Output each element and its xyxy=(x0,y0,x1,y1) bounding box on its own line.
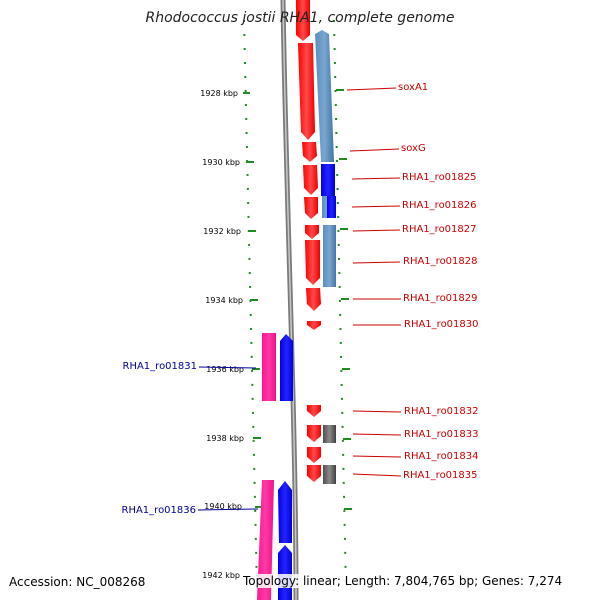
tick-label: 1936 kbp xyxy=(206,365,244,374)
leader-line xyxy=(352,473,402,477)
feature-label-ro01835[interactable]: RHA1_ro01835 xyxy=(403,470,478,481)
cds-feature[interactable] xyxy=(296,30,310,41)
feature-label-ro01833[interactable]: RHA1_ro01833 xyxy=(404,429,479,440)
tick-label: 1940 kbp xyxy=(204,502,242,511)
leader-line xyxy=(349,148,400,152)
grid-line-left xyxy=(243,19,258,591)
tick-marks xyxy=(243,89,352,577)
leader-line xyxy=(352,261,401,264)
cds-feature[interactable] xyxy=(302,142,317,162)
leader-line xyxy=(346,87,397,91)
cds-feature[interactable] xyxy=(307,425,321,442)
cds-feature[interactable] xyxy=(296,0,310,30)
cds-feature[interactable] xyxy=(307,405,321,417)
cds-track-minus xyxy=(257,333,293,600)
cds-feature[interactable] xyxy=(305,225,319,239)
cds-feature[interactable] xyxy=(304,197,318,219)
leader-line xyxy=(352,229,401,232)
leader-line xyxy=(198,366,257,369)
feature-label-ro01834[interactable]: RHA1_ro01834 xyxy=(404,451,479,462)
feature-label-ro01826[interactable]: RHA1_ro01826 xyxy=(402,200,477,211)
tick-label: 1942 kbp xyxy=(202,571,240,580)
rrna-feature[interactable] xyxy=(257,480,274,600)
cds-feature[interactable] xyxy=(298,43,315,140)
cds-feature[interactable] xyxy=(280,334,293,401)
feature-label-soxa1[interactable]: soxA1 xyxy=(398,82,428,93)
gray-feature[interactable] xyxy=(323,465,336,484)
cds-track-plus xyxy=(296,0,321,482)
rrna-feature[interactable] xyxy=(262,333,276,401)
tick-label: 1928 kbp xyxy=(200,89,238,98)
leader-line xyxy=(352,433,402,436)
map-title: Rhodococcus jostii RHA1, complete genome xyxy=(145,10,455,26)
gray-feature[interactable] xyxy=(323,425,336,443)
cds-feature[interactable] xyxy=(307,321,321,330)
cds-feature[interactable] xyxy=(278,481,292,543)
homology-feature[interactable] xyxy=(323,225,336,287)
cds-feature[interactable] xyxy=(278,545,292,600)
feature-label-ro01836[interactable]: RHA1_ro01836 xyxy=(122,505,197,516)
feature-label-soxg[interactable]: soxG xyxy=(401,143,426,154)
tick-label: 1934 kbp xyxy=(205,296,243,305)
cds-feature[interactable] xyxy=(321,164,335,196)
leader-line xyxy=(352,410,402,413)
leader-line xyxy=(351,177,401,180)
genome-backbone-highlight xyxy=(282,0,297,600)
leader-line xyxy=(351,205,401,208)
grid-line-right xyxy=(333,19,347,591)
tick-label: 1930 kbp xyxy=(202,158,240,167)
label-leaders-right xyxy=(346,87,402,477)
accession-label: Accession: NC_008268 xyxy=(9,575,146,589)
cds-feature[interactable] xyxy=(303,165,318,195)
leader-line xyxy=(197,508,259,511)
label-leaders-left xyxy=(197,366,259,511)
homology-feature[interactable] xyxy=(315,30,334,162)
feature-label-ro01828[interactable]: RHA1_ro01828 xyxy=(403,256,478,267)
feature-label-ro01827[interactable]: RHA1_ro01827 xyxy=(402,224,477,235)
cds-feature[interactable] xyxy=(307,447,321,463)
tick-label: 1938 kbp xyxy=(206,434,244,443)
feature-label-ro01831[interactable]: RHA1_ro01831 xyxy=(123,361,198,372)
tick-label: 1932 kbp xyxy=(203,227,241,236)
cds-feature[interactable] xyxy=(327,196,336,218)
cds-feature[interactable] xyxy=(306,288,321,311)
feature-label-ro01825[interactable]: RHA1_ro01825 xyxy=(402,172,477,183)
genome-summary: Topology: linear; Length: 7,804,765 bp; … xyxy=(240,574,566,588)
feature-label-ro01832[interactable]: RHA1_ro01832 xyxy=(404,406,479,417)
feature-label-ro01830[interactable]: RHA1_ro01830 xyxy=(404,319,479,330)
cds-feature[interactable] xyxy=(305,240,320,285)
feature-label-ro01829[interactable]: RHA1_ro01829 xyxy=(403,293,478,304)
leader-line xyxy=(352,455,402,458)
cds-feature[interactable] xyxy=(307,465,321,482)
